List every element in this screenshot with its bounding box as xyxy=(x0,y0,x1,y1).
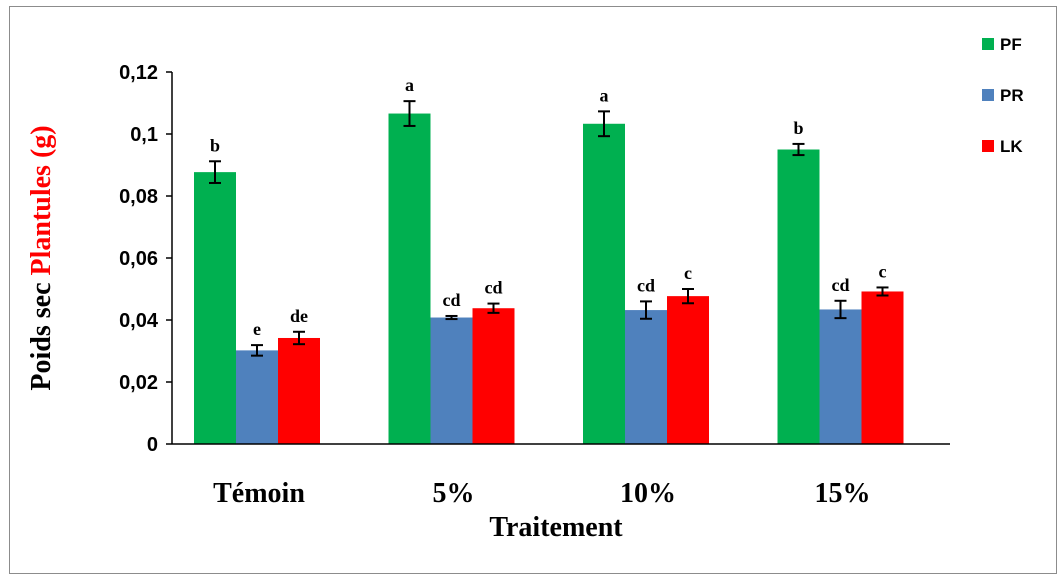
bar xyxy=(278,337,320,444)
y-tick-label: 0,1 xyxy=(130,124,158,146)
bar xyxy=(583,123,625,445)
legend-label: LK xyxy=(1000,137,1023,156)
y-axis: 0 0,02 0,04 0,06 0,08 0,1 0,12 xyxy=(119,62,173,456)
x-axis-title: Traitement xyxy=(489,512,623,543)
significance-label: cd xyxy=(832,275,850,295)
legend-label: PR xyxy=(1000,86,1024,105)
legend-swatch xyxy=(982,38,994,50)
x-axis: Témoin 5% 10% 15% xyxy=(172,443,950,509)
bars: b e de a cd cd a cd c b cd c xyxy=(194,75,904,445)
significance-label: cd xyxy=(485,278,503,298)
bar xyxy=(236,350,278,444)
bar xyxy=(388,113,431,444)
bar xyxy=(667,296,709,444)
y-tick-label: 0,12 xyxy=(119,62,158,84)
significance-label: c xyxy=(684,263,692,283)
category-label: 5% xyxy=(433,478,475,509)
category-label: 15% xyxy=(815,478,871,509)
significance-label: cd xyxy=(443,290,461,310)
significance-label: e xyxy=(253,319,261,339)
bar xyxy=(777,149,820,444)
bar xyxy=(194,172,236,444)
significance-label: a xyxy=(600,85,609,105)
y-axis-title: Poids sec Plantules (g) xyxy=(26,125,57,390)
bar xyxy=(472,308,515,444)
bar xyxy=(819,309,862,444)
significance-label: b xyxy=(793,118,803,138)
significance-label: cd xyxy=(637,275,655,295)
significance-label: b xyxy=(210,135,220,155)
y-tick-label: 0,02 xyxy=(119,372,158,394)
y-tick-label: 0,04 xyxy=(119,310,159,332)
legend-label: PF xyxy=(1000,35,1022,54)
y-tick-label: 0,06 xyxy=(119,248,158,270)
bar xyxy=(430,317,473,444)
y-axis-title-part1: Poids sec xyxy=(26,276,57,391)
legend-swatch xyxy=(982,89,994,101)
legend-swatch xyxy=(982,140,994,152)
significance-label: de xyxy=(290,306,308,326)
y-tick-label: 0 xyxy=(147,434,158,456)
legend: PF PR LK xyxy=(982,35,1024,156)
bar xyxy=(625,310,667,444)
significance-label: c xyxy=(879,261,887,281)
bar xyxy=(861,291,904,444)
significance-label: a xyxy=(405,75,414,95)
category-label: Témoin xyxy=(213,478,305,509)
y-tick-label: 0,08 xyxy=(119,186,158,208)
category-label: 10% xyxy=(620,478,676,509)
y-axis-title-part2: Plantules (g) xyxy=(26,125,57,275)
